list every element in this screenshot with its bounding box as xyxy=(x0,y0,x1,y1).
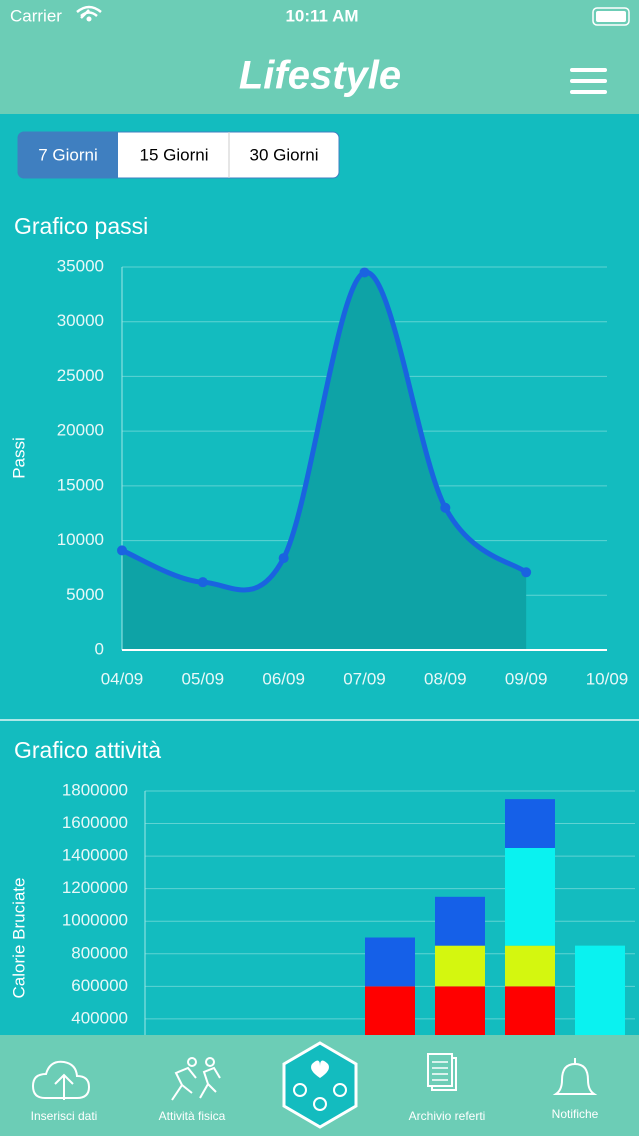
upload-arrow xyxy=(54,1073,74,1100)
y-tick-label: 1200000 xyxy=(62,878,128,897)
tab-archive[interactable]: Archivio referti xyxy=(409,1053,486,1123)
tab-label[interactable]: Inserisci dati xyxy=(31,1109,98,1123)
y-tick-label: 1600000 xyxy=(62,813,128,832)
chart-title: Grafico passi xyxy=(14,213,148,239)
y-tick-label: 25000 xyxy=(57,366,104,385)
bar-segment xyxy=(505,847,555,946)
body-icon xyxy=(313,1097,327,1111)
y-tick-label: 15000 xyxy=(57,475,104,494)
point xyxy=(197,577,208,588)
runner-head xyxy=(187,1057,197,1067)
chart-title: Grafico attività xyxy=(14,737,161,763)
steps-chart: Grafico passi Passi 0 5000 10000 15000 20000… xyxy=(9,213,628,688)
segment-label[interactable]: 15 Giorni xyxy=(140,145,209,164)
menu-button[interactable] xyxy=(570,68,607,94)
x-tick-label: 09/09 xyxy=(505,669,548,688)
menu-line xyxy=(570,90,607,94)
menu-line xyxy=(570,68,607,72)
battery-level xyxy=(596,11,626,22)
point xyxy=(278,553,289,564)
y-tick-label: 1400000 xyxy=(62,846,128,865)
y-tick-label: 1000000 xyxy=(62,911,128,930)
tab-bar: Inserisci dati Attività fisica Archivio … xyxy=(0,1035,639,1136)
cloud-icon xyxy=(31,1060,91,1099)
point xyxy=(117,545,127,556)
bar-segment xyxy=(365,937,415,987)
carrier: Carrier xyxy=(10,6,62,25)
y-tick-label: 1800000 xyxy=(62,780,128,799)
point xyxy=(359,267,370,278)
x-tick-label: 04/09 xyxy=(101,669,144,688)
runners-icon xyxy=(171,1066,221,1101)
tab-activity[interactable]: Attività fisica xyxy=(159,1057,226,1123)
x-tick-label: 08/09 xyxy=(424,669,467,688)
hexagon xyxy=(282,1041,358,1129)
x-tick-label: 10/09 xyxy=(586,669,629,688)
y-tick-label: 400000 xyxy=(71,1008,128,1027)
y-tick-label: 5000 xyxy=(66,585,104,604)
y-tick-label: 800000 xyxy=(71,943,128,962)
y-tick-label: 20000 xyxy=(57,421,104,440)
segment-label[interactable]: 7 Giorni xyxy=(38,145,98,164)
bar-segment xyxy=(505,945,555,987)
segment-selected[interactable] xyxy=(18,132,118,178)
doc-lines xyxy=(432,1061,448,1081)
x-tick-label: 06/09 xyxy=(262,669,305,688)
menu-line xyxy=(570,79,607,83)
wifi-icon xyxy=(76,5,102,19)
wifi-dot xyxy=(86,16,92,22)
tab-insert[interactable]: Inserisci dati xyxy=(31,1060,98,1123)
segmented-control: 7 Giorni 15 Giorni 30 Giorni xyxy=(17,131,340,179)
y-tick-label: 30000 xyxy=(57,311,104,330)
y-tick-label: 10000 xyxy=(57,530,104,549)
y-tick-label: 0 xyxy=(95,639,104,658)
bar-segment xyxy=(435,896,485,946)
doc-icon xyxy=(427,1053,453,1087)
y-tick-label: 35000 xyxy=(57,256,104,275)
tab-notifications[interactable]: Notifiche xyxy=(552,1058,599,1121)
x-tick-label: 05/09 xyxy=(182,669,225,688)
point xyxy=(521,567,532,578)
header-bar xyxy=(0,0,639,114)
organ-icon xyxy=(333,1083,347,1097)
bar-segment xyxy=(435,945,485,987)
runner-head xyxy=(205,1057,215,1067)
tab-label[interactable]: Notifiche xyxy=(552,1107,599,1121)
segment-label[interactable]: 30 Giorni xyxy=(250,145,319,164)
y-axis-label: Passi xyxy=(9,437,28,479)
lungs-icon xyxy=(293,1083,307,1097)
heart-icon xyxy=(311,1060,329,1078)
bar-segment xyxy=(505,799,555,848)
y-tick-label: 600000 xyxy=(71,976,128,995)
point xyxy=(440,502,451,513)
tab-label[interactable]: Attività fisica xyxy=(159,1109,226,1123)
x-tick-label: 07/09 xyxy=(343,669,386,688)
tab-home[interactable] xyxy=(282,1041,358,1129)
app-title: Lifestyle xyxy=(239,54,401,98)
area xyxy=(122,272,527,650)
tab-label[interactable]: Archivio referti xyxy=(409,1109,486,1123)
clock: 10:11 AM xyxy=(285,6,358,25)
y-axis-label: Calorie Bruciate xyxy=(9,878,28,999)
battery xyxy=(592,7,630,26)
